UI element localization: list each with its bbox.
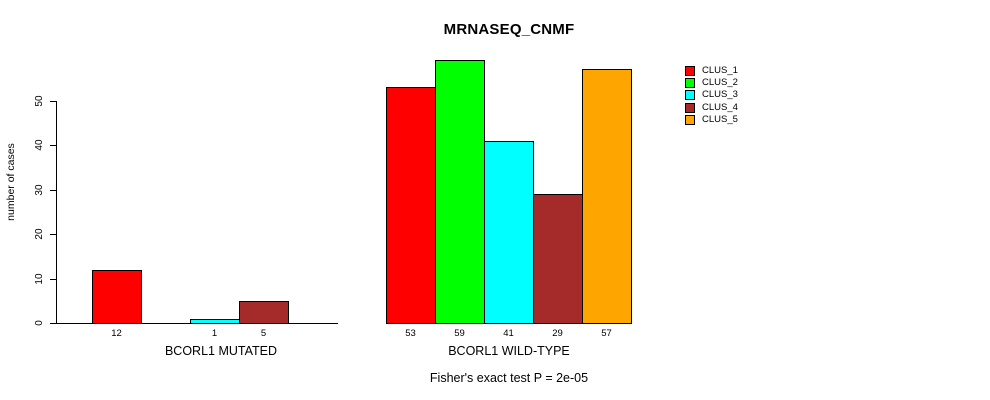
legend-swatch-clus_2	[685, 78, 695, 88]
bar-clus_4	[533, 194, 583, 324]
bar-value-label: 5	[260, 328, 267, 339]
bar-value-label: 29	[552, 328, 563, 339]
legend-label-clus_3: CLUS_3	[702, 89, 738, 100]
legend-label-clus_2: CLUS_2	[702, 77, 738, 88]
bar-value-label: 12	[111, 328, 122, 339]
legend-swatch-clus_1	[685, 66, 695, 76]
group-label-wildtype: BCORL1 WILD-TYPE	[448, 344, 570, 358]
legend-label-clus_4: CLUS_4	[702, 102, 738, 113]
bar-value-label: 1	[211, 328, 218, 339]
legend-label-clus_1: CLUS_1	[702, 65, 738, 76]
legend-label-clus_5: CLUS_5	[702, 114, 738, 125]
bar-clus_2	[435, 60, 485, 324]
bar-value-label: 41	[503, 328, 514, 339]
legend-swatch-clus_4	[685, 103, 695, 113]
bar-clus_5	[582, 69, 632, 324]
fisher-test-annotation: Fisher's exact test P = 2e-05	[429, 371, 589, 385]
group-label-mutated: BCORL1 MUTATED	[164, 344, 278, 358]
y-axis-line	[56, 101, 57, 324]
bar-clus_3	[190, 319, 240, 324]
y-tick-mark	[50, 101, 57, 102]
y-tick-mark	[50, 190, 57, 191]
bar-clus_1	[386, 87, 436, 324]
y-tick-mark	[50, 323, 57, 324]
y-tick-mark	[50, 279, 57, 280]
bar-clus_1	[92, 270, 142, 324]
page-title: MRNASEQ_CNMF	[443, 21, 575, 38]
y-axis-label: number of cases	[5, 143, 17, 221]
bar-clus_3	[484, 141, 534, 324]
legend-swatch-clus_3	[685, 90, 695, 100]
y-tick-mark	[50, 145, 57, 146]
y-tick-mark	[50, 234, 57, 235]
bar-clus_4	[239, 301, 289, 324]
bar-value-label: 57	[601, 328, 612, 339]
bar-value-label: 59	[454, 328, 465, 339]
legend-swatch-clus_5	[685, 115, 695, 125]
bar-value-label: 53	[405, 328, 416, 339]
y-tick-label: 50	[34, 95, 45, 107]
